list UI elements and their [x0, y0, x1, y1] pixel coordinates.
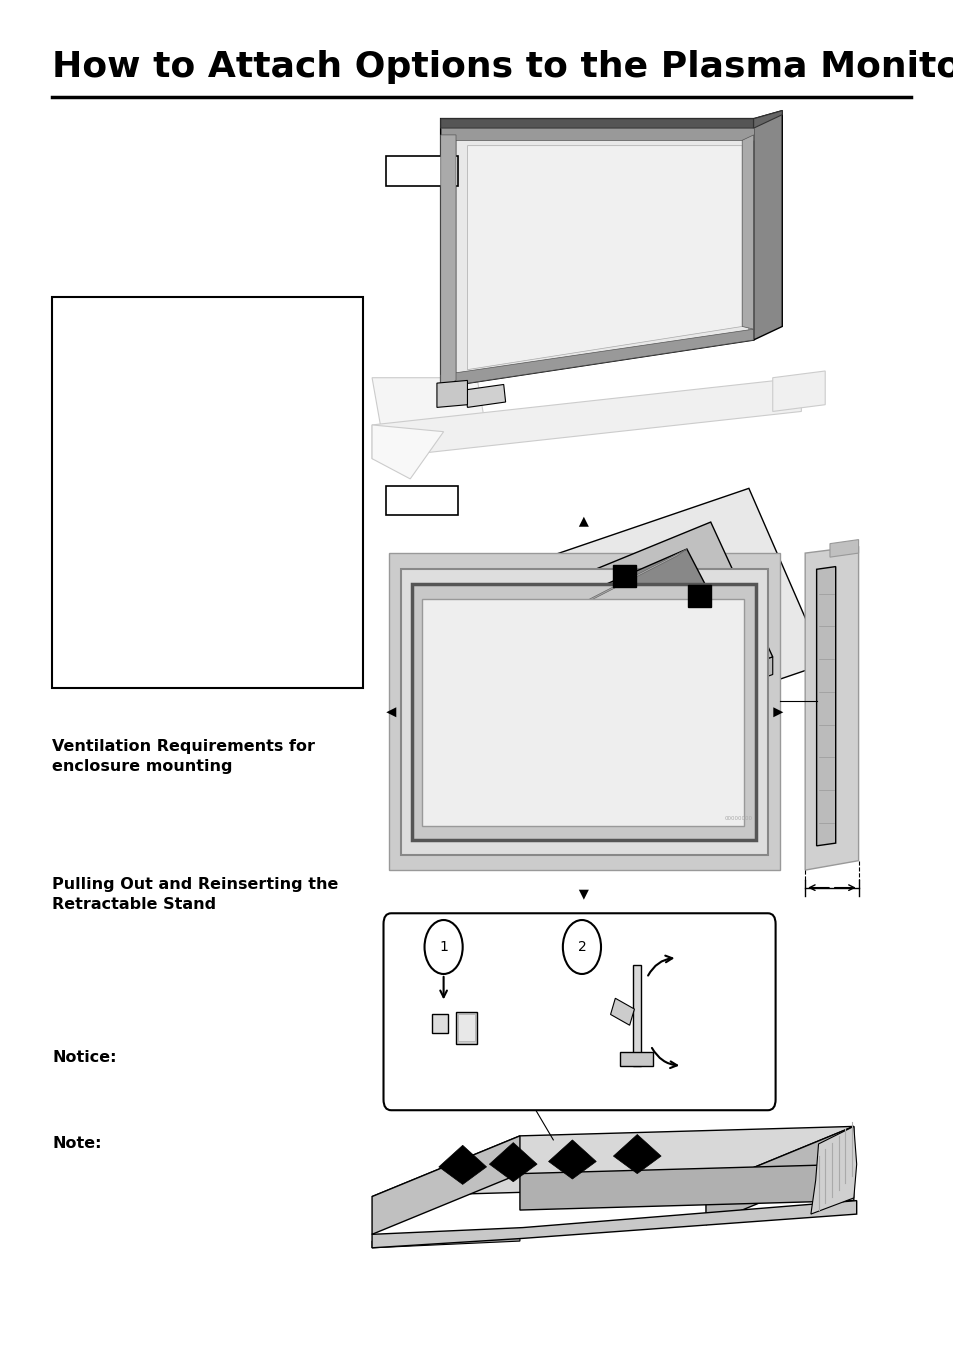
FancyBboxPatch shape — [386, 156, 457, 186]
Polygon shape — [465, 384, 505, 407]
Polygon shape — [438, 1145, 486, 1184]
Polygon shape — [372, 1126, 853, 1197]
Polygon shape — [519, 1164, 853, 1210]
Polygon shape — [456, 135, 748, 380]
Text: How to Attach Options to the Plasma Monitor: How to Attach Options to the Plasma Moni… — [52, 50, 953, 84]
Polygon shape — [372, 1136, 519, 1234]
Polygon shape — [772, 371, 824, 411]
Polygon shape — [440, 135, 456, 387]
Polygon shape — [372, 1201, 856, 1248]
Polygon shape — [753, 111, 781, 340]
Text: Notice:: Notice: — [52, 1050, 117, 1064]
Polygon shape — [687, 585, 710, 607]
Polygon shape — [632, 965, 640, 1066]
Text: Pulling Out and Reinserting the
Retractable Stand: Pulling Out and Reinserting the Retracta… — [52, 877, 338, 912]
Text: Note:: Note: — [52, 1136, 102, 1151]
Polygon shape — [472, 488, 824, 758]
Polygon shape — [581, 657, 772, 742]
Polygon shape — [372, 425, 443, 479]
Polygon shape — [548, 1140, 596, 1179]
Polygon shape — [372, 378, 801, 459]
Polygon shape — [440, 119, 758, 128]
FancyBboxPatch shape — [386, 486, 457, 515]
Polygon shape — [810, 1126, 856, 1214]
Polygon shape — [562, 549, 739, 704]
Polygon shape — [440, 128, 753, 140]
Polygon shape — [613, 1135, 660, 1174]
Polygon shape — [436, 380, 467, 407]
FancyBboxPatch shape — [421, 599, 743, 826]
Text: 1: 1 — [438, 940, 448, 954]
Polygon shape — [829, 540, 858, 557]
Polygon shape — [816, 567, 835, 846]
Polygon shape — [753, 111, 781, 128]
Polygon shape — [440, 329, 753, 387]
FancyBboxPatch shape — [52, 297, 362, 688]
Polygon shape — [440, 119, 753, 387]
FancyBboxPatch shape — [400, 569, 767, 855]
Polygon shape — [467, 146, 741, 370]
Polygon shape — [572, 549, 686, 610]
Polygon shape — [432, 1014, 448, 1033]
Polygon shape — [456, 1012, 476, 1044]
Text: Ventilation Requirements for
enclosure mounting: Ventilation Requirements for enclosure m… — [52, 739, 315, 774]
Polygon shape — [372, 1234, 519, 1248]
FancyBboxPatch shape — [412, 584, 755, 840]
Polygon shape — [489, 1143, 537, 1182]
Polygon shape — [619, 1052, 653, 1066]
Text: 00000000: 00000000 — [724, 816, 752, 822]
Text: 2: 2 — [577, 940, 586, 954]
Polygon shape — [804, 546, 858, 870]
Polygon shape — [529, 522, 772, 724]
Polygon shape — [372, 378, 486, 432]
FancyBboxPatch shape — [383, 913, 775, 1110]
Polygon shape — [610, 998, 634, 1025]
Polygon shape — [613, 565, 636, 587]
FancyBboxPatch shape — [389, 553, 780, 870]
Polygon shape — [741, 135, 753, 329]
Polygon shape — [705, 1126, 853, 1225]
Polygon shape — [457, 1014, 475, 1041]
